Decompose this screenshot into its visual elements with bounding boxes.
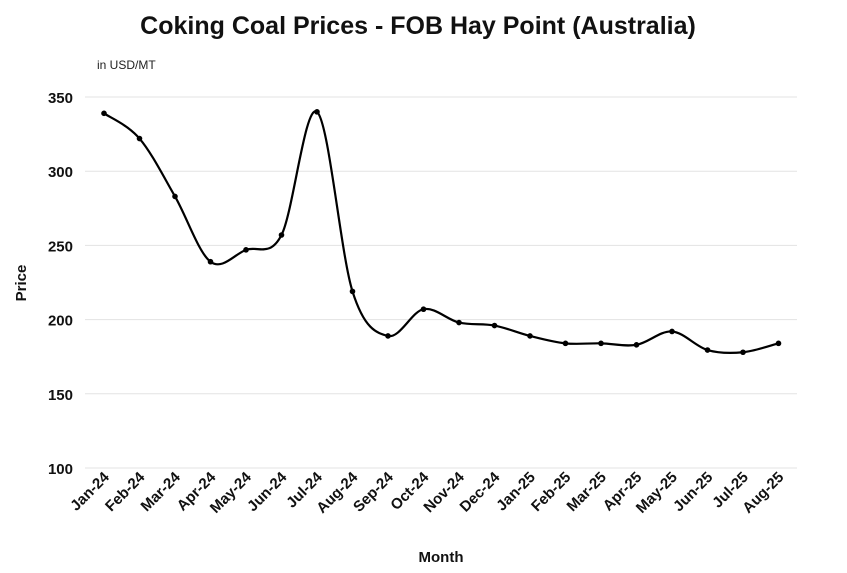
x-tick-label: Jun-25 — [670, 469, 716, 515]
x-tick-label: Aug-24 — [313, 468, 361, 516]
data-point — [172, 193, 178, 200]
data-point — [491, 322, 498, 329]
data-point — [704, 347, 711, 353]
data-point — [598, 340, 604, 347]
x-tick-label: Mar-25 — [564, 469, 610, 515]
chart-title: Coking Coal Prices - FOB Hay Point (Aust… — [140, 12, 696, 40]
data-point — [243, 247, 249, 253]
y-tick-label: 200 — [48, 313, 73, 330]
data-point — [562, 340, 569, 347]
chart-subtitle: in USD/MT — [97, 58, 156, 72]
y-axis-label: Price — [13, 265, 30, 302]
data-point — [527, 333, 533, 339]
x-tick-label: May-24 — [207, 468, 255, 516]
y-tick-label: 150 — [48, 387, 73, 404]
data-point — [420, 306, 427, 313]
y-tick-label: 300 — [48, 164, 73, 181]
data-point — [278, 232, 285, 238]
x-tick-label: Jun-24 — [244, 468, 291, 515]
data-point — [207, 258, 214, 265]
x-tick-label: Sep-24 — [350, 468, 397, 515]
data-point — [349, 288, 356, 295]
data-point — [633, 342, 640, 348]
y-tick-label: 250 — [48, 238, 73, 255]
data-point — [740, 349, 746, 356]
x-tick-label: Dec-24 — [457, 468, 504, 515]
x-axis-label: Month — [419, 549, 464, 566]
data-point — [669, 328, 675, 335]
y-tick-label: 350 — [48, 90, 73, 107]
data-point — [456, 319, 462, 326]
data-point — [101, 110, 107, 117]
data-point — [775, 340, 782, 347]
data-point — [314, 109, 320, 115]
data-point — [385, 333, 391, 339]
price-line — [103, 110, 779, 355]
y-tick-label: 100 — [48, 461, 73, 478]
data-point — [136, 135, 143, 142]
x-tick-label: Mar-24 — [138, 468, 185, 515]
